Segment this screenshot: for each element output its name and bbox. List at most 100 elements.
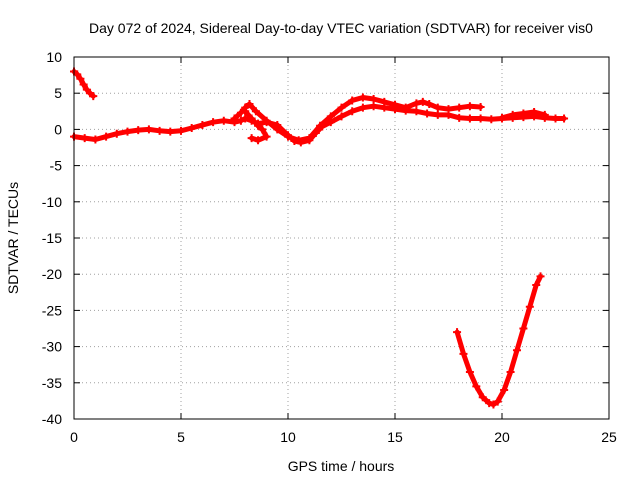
data-point xyxy=(134,126,143,135)
data-point xyxy=(525,302,534,311)
data-point xyxy=(262,116,271,125)
data-point xyxy=(540,110,549,119)
data-point xyxy=(433,103,442,112)
data-point xyxy=(236,116,245,125)
y-axis-label: SDTVAR / TECUs xyxy=(5,182,21,294)
data-point xyxy=(247,114,256,123)
data-point xyxy=(348,107,357,116)
y-tick-label: 0 xyxy=(54,121,62,137)
series-layer xyxy=(70,67,569,409)
tick-layer xyxy=(73,56,610,420)
data-point xyxy=(412,99,421,108)
data-point xyxy=(144,125,153,134)
y-tick-label: -40 xyxy=(42,411,62,427)
data-point xyxy=(102,132,111,141)
data-point xyxy=(459,349,468,358)
data-point xyxy=(89,92,98,101)
data-point xyxy=(493,397,502,406)
data-point xyxy=(472,382,481,391)
data-point xyxy=(247,134,256,143)
data-point xyxy=(519,109,528,118)
data-point xyxy=(305,134,314,143)
data-point xyxy=(166,127,175,136)
data-point xyxy=(337,112,346,121)
data-point xyxy=(79,80,88,89)
y-tick-label: 10 xyxy=(46,49,62,65)
data-point xyxy=(551,114,560,123)
data-point xyxy=(487,115,496,124)
data-point xyxy=(337,103,346,112)
series-upper-branch xyxy=(232,95,484,143)
data-point xyxy=(433,110,442,119)
data-point xyxy=(476,102,485,111)
data-point xyxy=(455,113,464,122)
data-point xyxy=(453,328,462,337)
data-point xyxy=(294,136,303,145)
data-point xyxy=(73,70,82,79)
data-point xyxy=(506,367,515,376)
data-point xyxy=(423,109,432,118)
data-point xyxy=(76,74,85,83)
data-point xyxy=(262,132,271,141)
data-point xyxy=(508,110,517,119)
data-point xyxy=(412,107,421,116)
data-point xyxy=(536,272,545,281)
data-point xyxy=(348,96,357,105)
data-point xyxy=(177,126,185,135)
data-point xyxy=(530,108,539,117)
data-point xyxy=(326,112,335,121)
data-point xyxy=(198,121,207,130)
data-point xyxy=(358,103,367,112)
data-point xyxy=(444,105,453,114)
x-tick-label: 20 xyxy=(494,429,510,445)
y-tick-label: -30 xyxy=(42,339,62,355)
data-point xyxy=(251,107,260,116)
data-point xyxy=(230,114,239,123)
chart-title: Day 072 of 2024, Sidereal Day-to-day VTE… xyxy=(89,20,593,36)
y-axis-tick-labels: 10 5 0 -5 -10 -15 -20 -25 -30 -35 -40 xyxy=(42,49,62,427)
y-tick-label: -25 xyxy=(42,302,62,318)
y-tick-label: -15 xyxy=(42,230,62,246)
data-point xyxy=(316,121,325,130)
y-tick-label: -5 xyxy=(50,158,63,174)
data-point xyxy=(80,134,89,143)
x-tick-label: 5 xyxy=(177,429,185,445)
data-point xyxy=(465,102,474,111)
data-point xyxy=(369,94,378,103)
data-point xyxy=(273,125,282,134)
data-point xyxy=(455,103,464,112)
data-point xyxy=(512,346,521,355)
data-point xyxy=(219,116,228,125)
data-point xyxy=(465,114,474,123)
data-point xyxy=(245,100,254,109)
y-tick-label: -10 xyxy=(42,194,62,210)
data-point xyxy=(476,114,485,123)
data-point xyxy=(500,386,509,395)
y-tick-label: 5 xyxy=(54,85,62,101)
data-point xyxy=(465,367,474,376)
x-tick-label: 0 xyxy=(70,429,78,445)
data-point xyxy=(358,93,367,102)
data-point xyxy=(241,107,250,116)
data-point xyxy=(532,281,541,290)
x-axis-tick-labels: 0 5 10 15 20 25 xyxy=(70,429,617,445)
data-point xyxy=(254,121,263,130)
data-point xyxy=(258,125,267,134)
data-point xyxy=(418,97,427,106)
data-point xyxy=(155,126,164,135)
data-point xyxy=(91,135,100,144)
data-point xyxy=(519,324,528,333)
data-point xyxy=(485,399,494,408)
data-point xyxy=(209,118,218,127)
data-point xyxy=(425,100,434,109)
x-tick-label: 15 xyxy=(387,429,403,445)
data-point xyxy=(498,113,506,122)
data-point xyxy=(401,103,410,112)
data-point xyxy=(123,127,132,136)
data-point xyxy=(187,123,196,132)
data-point xyxy=(391,100,399,109)
data-point xyxy=(489,400,498,409)
data-point xyxy=(380,97,389,106)
y-tick-label: -35 xyxy=(42,375,62,391)
